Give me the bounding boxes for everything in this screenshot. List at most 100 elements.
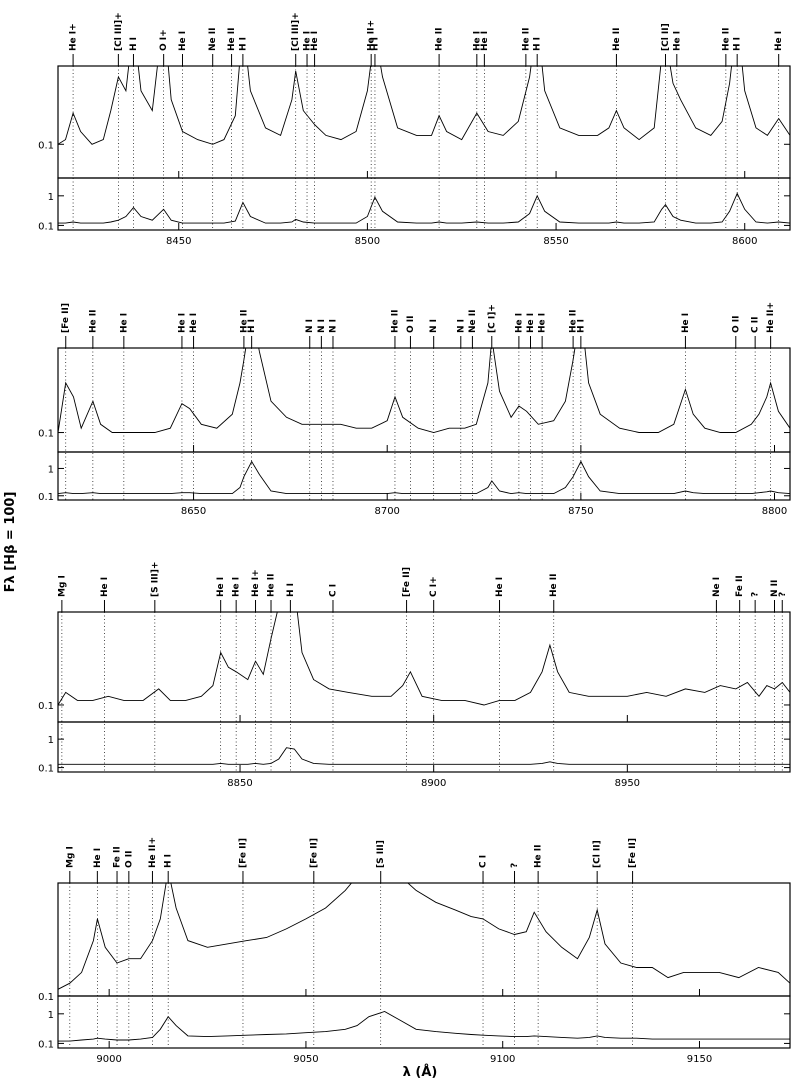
line-id-label: C II xyxy=(751,317,761,333)
line-id-label: O II xyxy=(731,316,741,333)
line-id-label: Ne II xyxy=(468,310,478,333)
line-id-label: H I xyxy=(129,37,139,51)
line-id-label: He I+ xyxy=(251,569,261,597)
line-id-label: N I xyxy=(328,319,338,333)
x-tick-label: 9000 xyxy=(96,1054,121,1065)
residual-spectrum xyxy=(58,747,790,765)
line-id-label: He I xyxy=(177,313,187,333)
x-tick-label: 8500 xyxy=(355,236,380,247)
line-id-label: [S III] xyxy=(376,840,386,868)
residual-spectrum xyxy=(58,192,790,224)
line-id-label: Fe II xyxy=(735,575,745,597)
spectrum xyxy=(58,348,790,433)
line-id-label: He I xyxy=(303,31,313,51)
y2-tick-label: 0.1 xyxy=(38,221,54,232)
residual-frame xyxy=(57,721,791,773)
line-id-label: He I xyxy=(189,313,199,333)
line-id-label: He I xyxy=(672,31,682,51)
line-id-label: H I xyxy=(164,854,174,868)
line-id-label: He II xyxy=(435,28,445,51)
line-id-label: He II xyxy=(569,310,579,333)
x-tick-label: 8700 xyxy=(374,506,399,517)
x-tick-label: 9050 xyxy=(293,1054,318,1065)
line-id-label: He I xyxy=(232,577,242,597)
line-id-label: He I xyxy=(93,848,103,868)
plot-frame xyxy=(57,611,791,723)
line-id-label: N II xyxy=(770,580,780,597)
line-id-label: He I xyxy=(178,31,188,51)
line-id-label: He II xyxy=(612,28,622,51)
line-id-label: He I xyxy=(100,577,110,597)
line-id-label: Mg I xyxy=(57,575,67,597)
line-id-label: [S III]+ xyxy=(150,562,160,597)
y-tick-label: 0.1 xyxy=(38,140,54,151)
line-id-label: [Cl III]+ xyxy=(291,12,301,51)
residual-frame xyxy=(57,995,791,1049)
line-id-label: Fe II xyxy=(113,846,123,868)
y-axis-label: Fλ [Hβ = 100] xyxy=(3,492,18,593)
line-id-label: N I xyxy=(317,319,327,333)
line-id-label: [Fe II] xyxy=(628,838,638,868)
line-id-label: [Fe II] xyxy=(402,567,412,597)
residual-frame xyxy=(57,177,791,231)
y-tick-label: 0.1 xyxy=(38,429,54,440)
x-tick-label: 8900 xyxy=(421,778,446,789)
x-tick-label: 8850 xyxy=(227,778,252,789)
x-tick-label: 8800 xyxy=(762,506,787,517)
spectrum xyxy=(58,66,790,145)
line-id-label: Ne I xyxy=(712,577,722,597)
line-id-label: N I xyxy=(305,319,315,333)
line-id-label: O II xyxy=(124,851,134,868)
y2-tick-label: 1 xyxy=(48,192,54,203)
y2-tick-label: 0.1 xyxy=(38,1039,54,1050)
line-id-label: He I xyxy=(495,577,505,597)
spectrum xyxy=(58,612,790,706)
line-id-label: [Cl II] xyxy=(593,840,603,868)
line-id-label: He I+ xyxy=(69,23,79,51)
line-id-label: C I xyxy=(479,855,489,868)
y2-tick-label: 0.1 xyxy=(38,764,54,775)
residual-frame xyxy=(57,451,791,501)
line-id-label: He II xyxy=(88,310,98,333)
line-id-label: [Cl III]+ xyxy=(114,12,124,51)
line-id-label: He II xyxy=(227,28,237,51)
y2-tick-label: 1 xyxy=(48,464,54,475)
x-tick-label: 8550 xyxy=(543,236,568,247)
line-id-label: H I xyxy=(238,37,248,51)
line-id-label: He II+ xyxy=(766,302,776,333)
line-id-label: He II+ xyxy=(148,837,158,868)
residual-spectrum xyxy=(58,1011,790,1042)
line-id-label: He II xyxy=(549,574,559,597)
line-id-label: He I xyxy=(119,313,129,333)
residual-spectrum xyxy=(58,460,790,495)
y2-tick-label: 0.1 xyxy=(38,492,54,503)
x-tick-label: 9100 xyxy=(490,1054,515,1065)
line-id-label: O I+ xyxy=(159,29,169,51)
line-id-label: He I xyxy=(681,313,691,333)
line-id-label: He II+ xyxy=(367,20,377,51)
x-axis-label: λ (Å) xyxy=(403,1064,438,1080)
line-id-label: [Fe II] xyxy=(238,838,248,868)
line-id-label: He I xyxy=(538,313,548,333)
x-tick-label: 8600 xyxy=(732,236,757,247)
x-tick-label: 8750 xyxy=(568,506,593,517)
line-id-label: H I xyxy=(533,37,543,51)
line-id-label: He I xyxy=(514,313,524,333)
x-tick-label: 8950 xyxy=(615,778,640,789)
line-id-label: [Cl II] xyxy=(661,23,671,51)
y-tick-label: 0.1 xyxy=(38,992,54,1003)
line-id-label: ? xyxy=(751,592,761,597)
line-id-label: H I xyxy=(576,319,586,333)
line-id-label: He I xyxy=(480,31,490,51)
line-id-label: O II xyxy=(406,316,416,333)
line-id-label: He I xyxy=(310,31,320,51)
line-id-label: He II xyxy=(390,310,400,333)
line-id-label: He I xyxy=(216,577,226,597)
line-id-label: C I+ xyxy=(429,576,439,597)
line-id-label: He I xyxy=(472,31,482,51)
line-id-label: C I xyxy=(328,584,338,597)
y2-tick-label: 1 xyxy=(48,735,54,746)
x-tick-label: 9150 xyxy=(687,1054,712,1065)
line-id-label: He I xyxy=(526,313,536,333)
